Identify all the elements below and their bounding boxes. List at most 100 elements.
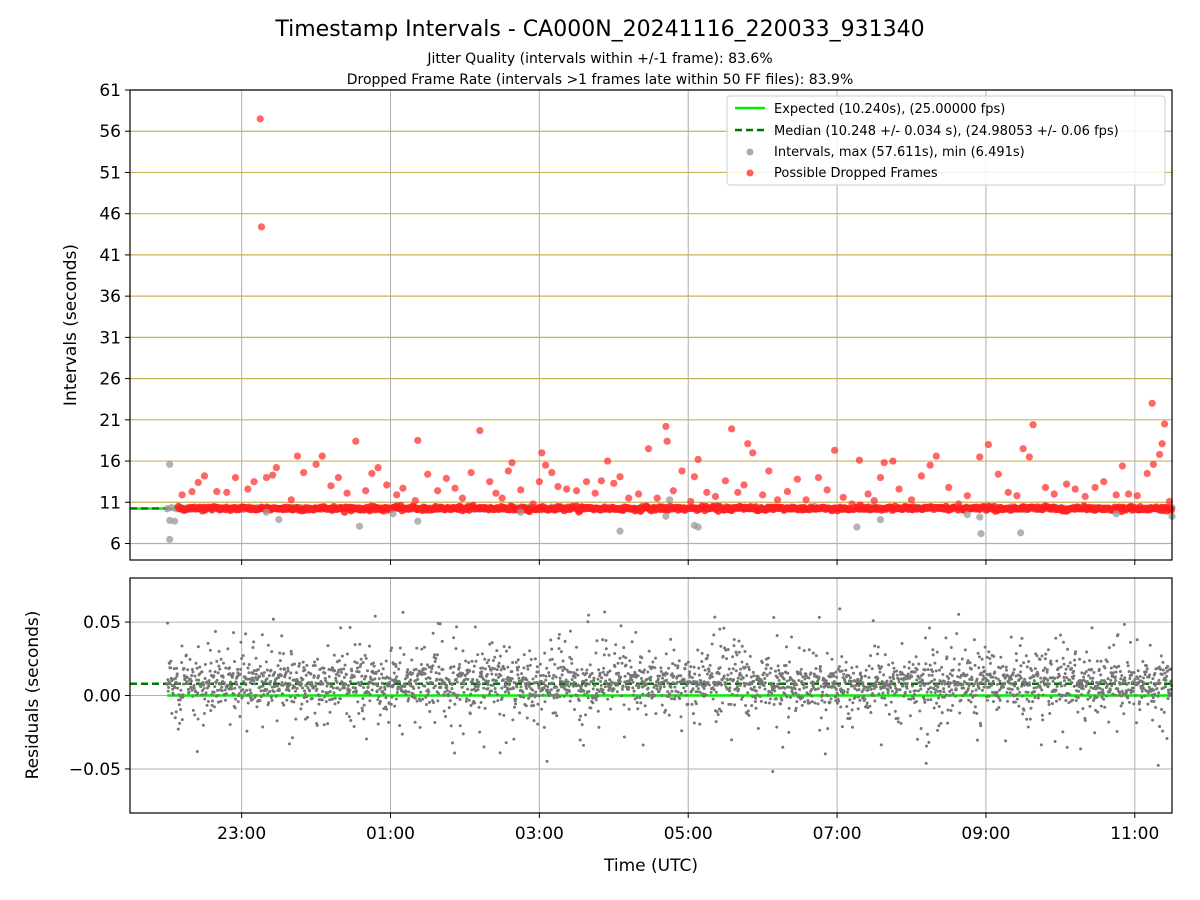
residual-point: [626, 672, 630, 676]
residual-point: [1165, 736, 1169, 740]
residual-point: [890, 689, 894, 693]
residual-point: [423, 667, 427, 671]
residual-point: [765, 673, 769, 677]
residual-point: [445, 683, 449, 687]
residual-point: [493, 690, 497, 694]
residual-point: [1123, 679, 1127, 683]
residual-point: [936, 689, 940, 693]
residual-point: [203, 697, 207, 701]
dropped-frame-point: [662, 422, 670, 431]
dropped-frame-point: [945, 483, 953, 492]
residual-point: [786, 671, 790, 675]
residual-point: [622, 646, 626, 650]
dropped-frame-point: [663, 437, 671, 445]
residual-point: [344, 673, 348, 677]
residual-point: [364, 656, 368, 660]
dropped-frame-point: [414, 436, 422, 445]
residual-point: [562, 694, 566, 698]
residual-point: [466, 687, 470, 691]
residual-point: [202, 686, 206, 690]
residual-point: [266, 643, 270, 647]
residual-point: [1047, 682, 1051, 686]
residual-point: [1068, 678, 1072, 682]
dropped-frame-point: [504, 467, 512, 475]
residual-point: [381, 690, 385, 694]
residual-point: [730, 738, 734, 742]
residual-point: [733, 662, 737, 666]
residual-point: [359, 680, 363, 684]
residual-point: [1026, 725, 1030, 729]
residual-point: [973, 663, 977, 667]
interval-point: [694, 523, 702, 531]
residual-point: [969, 667, 973, 671]
residual-point: [833, 681, 837, 685]
residual-point: [601, 638, 605, 642]
dropped-frame-point: [687, 497, 695, 506]
dropped-frame-point: [678, 467, 686, 475]
interval-point: [876, 515, 885, 524]
residual-point: [241, 654, 245, 658]
residual-point: [243, 691, 247, 695]
residual-point: [783, 692, 787, 696]
residual-point: [710, 672, 714, 676]
residual-point: [232, 692, 236, 696]
residual-point: [692, 665, 696, 669]
residual-point: [573, 672, 577, 676]
x-tick-label-01:00: 01:00: [366, 824, 415, 844]
residual-point: [200, 689, 204, 693]
residual-point: [1104, 681, 1108, 685]
residual-point: [533, 657, 537, 661]
residual-point: [682, 686, 686, 690]
residual-point: [1018, 644, 1022, 648]
residual-point: [267, 701, 271, 705]
chart-subtitle-dropped: Dropped Frame Rate (intervals >1 frames …: [347, 72, 854, 88]
residual-point: [188, 657, 192, 661]
interval-point: [275, 515, 283, 524]
residual-point: [1027, 659, 1031, 663]
residual-point: [336, 700, 340, 704]
residual-point: [261, 674, 265, 678]
residual-point: [873, 699, 877, 703]
x-axis-label: Time (UTC): [603, 856, 698, 876]
residual-point: [1025, 665, 1029, 669]
residual-point: [572, 680, 576, 684]
residual-point: [568, 629, 572, 633]
residual-point: [252, 640, 256, 644]
residual-point: [946, 721, 950, 725]
residual-point: [1103, 666, 1107, 670]
residual-point: [770, 691, 774, 695]
residual-point: [948, 672, 952, 676]
residual-point: [545, 759, 549, 763]
residual-point: [878, 670, 882, 674]
residual-point: [176, 686, 180, 690]
residual-point: [379, 686, 383, 690]
dropped-frame-point: [541, 461, 550, 469]
dropped-frame-point: [312, 460, 320, 468]
residual-point: [249, 691, 253, 695]
interval-point: [171, 517, 179, 525]
residual-point: [977, 666, 981, 670]
residual-point: [743, 665, 747, 669]
residual-point: [196, 717, 200, 721]
interval-point: [963, 511, 971, 519]
residual-point: [1147, 691, 1151, 695]
dropped-frame-point: [1071, 485, 1079, 493]
residual-point: [288, 683, 292, 687]
residual-point: [763, 681, 767, 685]
residual-point: [534, 690, 538, 694]
residual-point: [352, 724, 356, 728]
residual-point: [1063, 683, 1067, 687]
residual-point: [1055, 659, 1059, 663]
residual-point: [169, 659, 173, 663]
residual-point: [359, 662, 363, 666]
residual-point: [1131, 686, 1135, 690]
residual-point: [862, 694, 866, 698]
residual-point: [970, 675, 974, 679]
residual-point: [676, 664, 680, 668]
residual-point: [735, 693, 739, 697]
residual-point: [939, 721, 943, 725]
residual-point: [392, 671, 396, 675]
residual-point: [182, 666, 186, 670]
residual-point: [641, 743, 645, 747]
dropped-frame-point: [616, 473, 624, 481]
